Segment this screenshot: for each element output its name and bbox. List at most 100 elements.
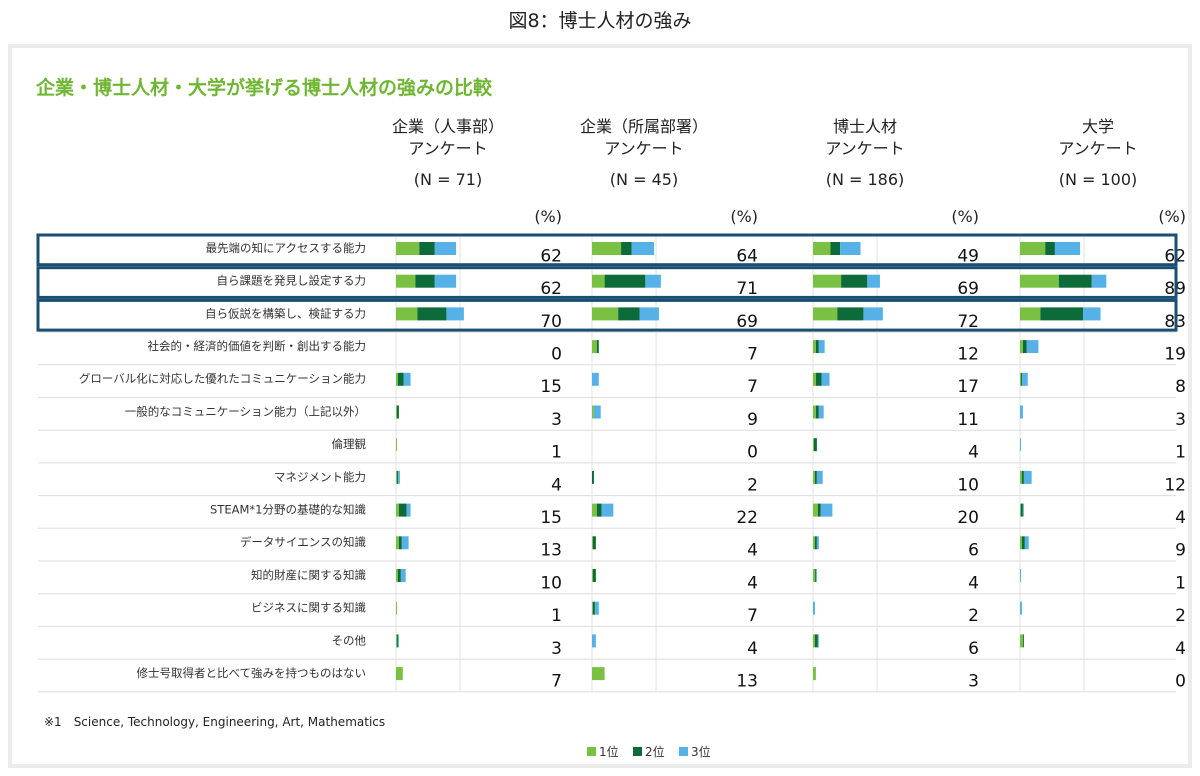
- bar-rank3: [818, 340, 825, 354]
- bar-rank1: [592, 503, 597, 517]
- category-label: 倫理観: [332, 437, 367, 451]
- bar-rank2: [419, 242, 435, 255]
- bar-rank1: [813, 242, 831, 255]
- bar-rank3: [1026, 340, 1039, 354]
- bar-rank2: [621, 242, 632, 255]
- bar-rank1: [592, 569, 593, 582]
- total-value-label: 2: [968, 606, 979, 626]
- bar-rank3: [593, 405, 601, 419]
- bar-rank3: [840, 242, 861, 255]
- bar-rank2: [415, 274, 435, 288]
- legend-swatch: [633, 747, 642, 756]
- bar-rank1: [813, 307, 838, 321]
- bar-rank2: [618, 307, 640, 321]
- bar-rank1: [592, 536, 593, 550]
- total-value-label: 12: [1164, 475, 1186, 495]
- bar-rank3: [434, 274, 457, 288]
- chart-panel: 企業・博士人材・大学が挙げる博士人材の強みの比較 最先端の知にアクセスする能力 自ら…: [8, 44, 1192, 768]
- bar-rank2: [1020, 372, 1022, 386]
- group-title: (N = 71): [414, 170, 482, 189]
- bar-rank1: [813, 536, 815, 550]
- total-value-label: 7: [747, 606, 758, 626]
- total-value-label: 20: [957, 508, 979, 528]
- bar-rank3: [1024, 536, 1029, 550]
- bar-rank1: [813, 667, 816, 681]
- bar-rank1: [813, 470, 815, 484]
- bar-rank1: [1020, 372, 1021, 386]
- bar-rank2: [398, 503, 407, 517]
- category-label: STEAM*1分野の基礎的な知識: [210, 502, 366, 516]
- bar-rank1: [396, 601, 397, 615]
- bar-rank2: [396, 470, 398, 484]
- bar-rank1: [592, 307, 619, 321]
- total-value-label: 64: [736, 246, 758, 266]
- total-value-label: 3: [968, 671, 979, 691]
- bar-rank1: [1020, 470, 1022, 484]
- group-title: 企業（人事部）: [392, 117, 504, 136]
- bar-rank1: [1020, 503, 1021, 517]
- total-value-label: 4: [1175, 508, 1186, 528]
- group-title: (N = 45): [610, 170, 678, 189]
- bar-rank3: [397, 634, 399, 648]
- bar-rank3: [403, 372, 411, 386]
- bar-rank2: [396, 634, 398, 648]
- percent-label: (%): [1158, 207, 1186, 226]
- bar-rank1: [813, 274, 842, 288]
- total-value-label: 1: [1175, 443, 1186, 463]
- bar-rank3: [594, 601, 599, 615]
- bar-rank2: [592, 569, 596, 582]
- footnote: ※1 Science, Technology, Engineering, Art…: [44, 715, 385, 729]
- total-value-label: 4: [551, 475, 562, 495]
- bar-rank3: [592, 634, 596, 648]
- bar-rank2: [814, 634, 818, 648]
- total-value-label: 15: [540, 377, 562, 397]
- chart-title: 企業・博士人材・大学が挙げる博士人材の強みの比較: [35, 76, 493, 99]
- bar-rank1: [396, 470, 397, 484]
- bar-rank2: [814, 569, 816, 582]
- bar-rank2: [592, 601, 595, 615]
- total-value-label: 10: [957, 475, 979, 495]
- bar-rank2: [397, 372, 404, 386]
- bar-rank2: [1058, 274, 1092, 288]
- total-value-label: 1: [551, 606, 562, 626]
- bar-rank1: [396, 438, 397, 452]
- bar-rank1: [396, 536, 399, 550]
- bar-rank3: [818, 405, 824, 419]
- bar-rank1: [396, 274, 416, 288]
- total-value-label: 13: [540, 541, 562, 561]
- bar-rank2: [813, 438, 817, 452]
- bar-rank2: [604, 274, 646, 288]
- total-value-label: 9: [747, 410, 758, 430]
- total-value-label: 69: [736, 312, 758, 332]
- category-label: 知的財産に関する知識: [251, 568, 366, 582]
- bar-rank1: [592, 274, 605, 288]
- bar-rank3: [601, 503, 614, 517]
- bar-rank2: [596, 503, 602, 517]
- group-title: 博士人材: [833, 117, 897, 136]
- total-value-label: 1: [551, 443, 562, 463]
- bar-rank1: [813, 634, 815, 648]
- bar-rank1: [592, 405, 594, 419]
- total-value-label: 12: [957, 344, 979, 364]
- total-value-label: 49: [957, 246, 979, 266]
- bar-rank1: [813, 569, 815, 582]
- bar-rank2: [1020, 503, 1023, 517]
- bar-rank1: [813, 372, 816, 386]
- bar-rank3: [867, 274, 880, 288]
- total-value-label: 15: [540, 508, 562, 528]
- total-value-label: 70: [540, 312, 562, 332]
- bar-rank3: [813, 601, 815, 615]
- total-value-label: 17: [957, 377, 979, 397]
- bar-rank3: [815, 569, 817, 582]
- bar-rank3: [1020, 438, 1021, 452]
- bar-rank2: [814, 470, 817, 484]
- bar-rank1: [396, 667, 403, 681]
- bar-rank1: [813, 503, 818, 517]
- total-value-label: 71: [736, 279, 758, 299]
- highlight-box: [36, 266, 1178, 299]
- category-label: マネジメント能力: [274, 470, 366, 484]
- category-label: データサイエンスの知識: [240, 535, 366, 549]
- bar-rank2: [837, 307, 864, 321]
- bar-rank2: [814, 536, 817, 550]
- legend-label: 3位: [691, 744, 711, 759]
